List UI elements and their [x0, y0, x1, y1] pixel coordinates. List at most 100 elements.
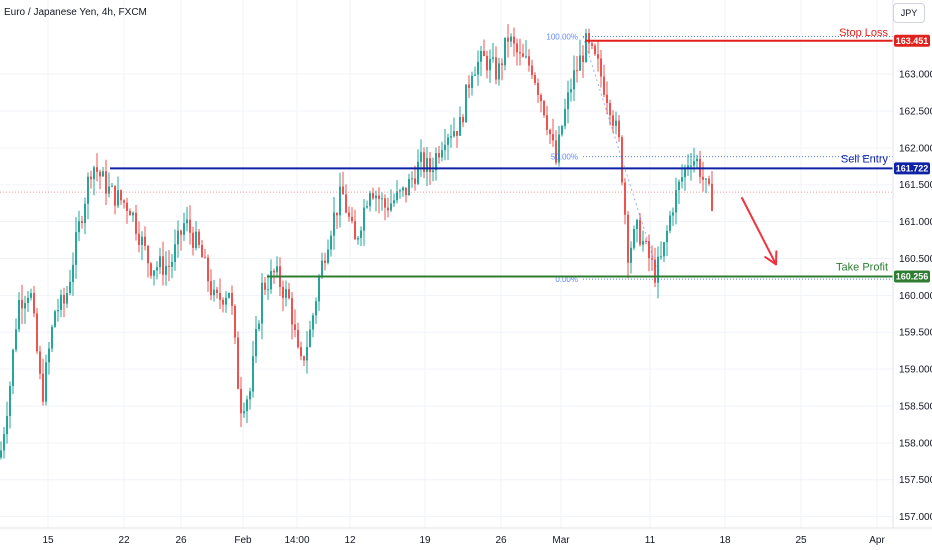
candle-down [198, 231, 200, 245]
candle-down [39, 351, 41, 374]
candle-down [264, 282, 266, 290]
price-tick-label: 163.000 [899, 70, 932, 81]
candle-down [216, 289, 218, 293]
candle-down [711, 183, 713, 211]
candle-up [375, 195, 377, 199]
candle-down [582, 55, 584, 63]
candle-down [348, 212, 350, 217]
candle-up [690, 165, 692, 167]
candle-up [363, 207, 365, 231]
time-axis[interactable]: 15 22 26 Feb 14:00 12 19 26 Mar 11 18 25 Apr [0, 527, 932, 546]
stop-loss-price-tag [894, 34, 930, 47]
arrow-head [764, 250, 778, 266]
candle-up [369, 193, 371, 207]
fibonacci-retracement[interactable]: 100.00% 50.00% 0.00% [546, 32, 893, 284]
price-tick-label: 162.500 [899, 106, 932, 117]
candle-down [303, 356, 305, 361]
candle-up [69, 281, 71, 294]
candle-up [669, 215, 671, 231]
candle-up [705, 178, 707, 180]
take-profit-price-tag [894, 270, 930, 283]
candle-up [309, 329, 311, 347]
candle-up [183, 223, 185, 235]
trade-levels[interactable]: Stop Loss 163.451 Sell Entry 161.722 Take Pr… [0, 27, 930, 283]
candle-up [426, 158, 428, 172]
price-axis[interactable]: 163.000 162.500 162.000 161.500 161.000 160.5… [892, 0, 932, 528]
candle-up [390, 203, 392, 211]
candle-up [696, 158, 698, 162]
candle-up [255, 329, 257, 357]
candle-up [525, 56, 527, 58]
candle-up [30, 293, 32, 298]
candle-down [123, 200, 125, 203]
candle-down [654, 259, 656, 283]
candle-down [33, 293, 35, 314]
candle-up [3, 434, 5, 451]
candle-up [276, 266, 278, 273]
candle-down [189, 219, 191, 233]
candle-down [552, 134, 554, 141]
candle-up [633, 228, 635, 248]
candle-down [234, 305, 236, 338]
time-tick-label: 18 [719, 535, 731, 546]
candle-up [102, 171, 104, 177]
candle-up [111, 185, 113, 187]
candle-up [57, 309, 59, 312]
time-tick-label: 15 [42, 535, 54, 546]
candle-down [126, 202, 128, 211]
candle-down [129, 210, 131, 216]
candle-down [96, 167, 98, 172]
candle-up [444, 144, 446, 151]
candle-down [387, 207, 389, 211]
candle-down [21, 300, 23, 309]
candle-down [429, 158, 431, 172]
candle-down [438, 153, 440, 158]
candle-up [339, 186, 341, 216]
candle-down [81, 221, 83, 223]
fib-trend-line [582, 36, 661, 280]
candle-down [291, 298, 293, 325]
candle-up [156, 267, 158, 271]
candle-up [87, 176, 89, 204]
candle-down [519, 52, 521, 54]
candle-up [78, 221, 80, 233]
candle-up [48, 348, 50, 363]
price-tick-label: 157.000 [899, 512, 932, 523]
candle-up [318, 277, 320, 302]
time-tick-label: 14:00 [284, 535, 309, 546]
candle-up [459, 116, 461, 136]
time-tick-label: 12 [344, 535, 356, 546]
time-tick-label: 26 [495, 535, 507, 546]
candle-down [282, 286, 284, 298]
candle-down [537, 82, 539, 95]
candle-down [300, 347, 302, 357]
candle-up [585, 33, 587, 63]
candle-down [414, 178, 416, 184]
candle-down [534, 74, 536, 83]
candle-down [405, 187, 407, 196]
candle-down [351, 216, 353, 222]
candle-up [408, 178, 410, 196]
candle-up [435, 153, 437, 171]
candle-down [651, 258, 653, 260]
candle-up [261, 282, 263, 324]
time-tick-label: 25 [795, 535, 807, 546]
candle-up [213, 289, 215, 296]
candle-up [330, 235, 332, 250]
candle-down [588, 33, 590, 44]
candle-up [474, 74, 476, 76]
candle-down [456, 131, 458, 136]
candle-up [117, 190, 119, 206]
candle-up [471, 75, 473, 88]
candle-up [249, 391, 251, 400]
forecast-arrow[interactable] [741, 196, 778, 266]
candle-down [606, 94, 608, 104]
fib-level-label: 100.00% [546, 32, 578, 41]
currency-button[interactable]: JPY [893, 3, 925, 23]
candle-up [333, 212, 335, 236]
candle-down [507, 37, 509, 42]
price-tick-label: 158.000 [899, 438, 932, 449]
candle-up [186, 219, 188, 224]
candle-up [285, 289, 287, 298]
